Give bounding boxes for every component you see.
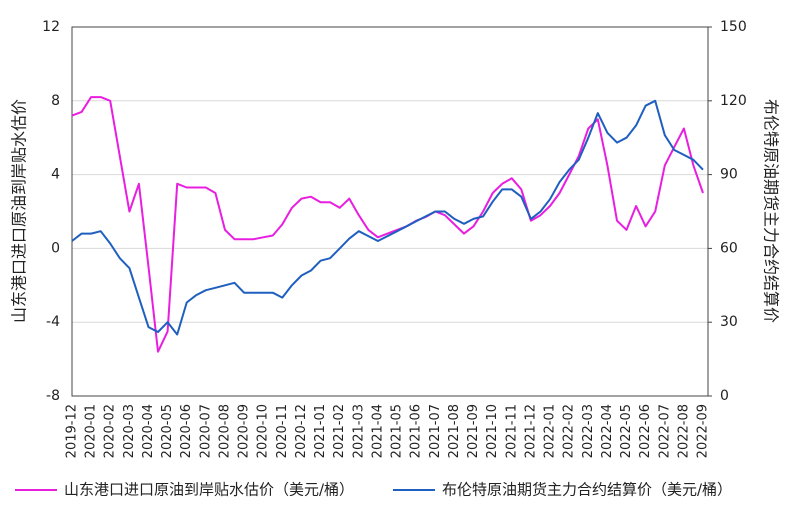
series-line	[71, 96, 704, 353]
series-line	[71, 99, 704, 336]
x-tick-label: 2020-06	[179, 404, 194, 458]
y-axis-label: 山东港口进口原油到岸贴水估价	[10, 99, 29, 323]
y2-tick-label: 90	[720, 167, 738, 183]
plot-frame	[71, 26, 709, 397]
y-tick-label: -4	[46, 314, 60, 330]
y2-tick-label: 120	[720, 93, 747, 109]
x-tick-label: 2021-10	[485, 404, 500, 458]
x-tick-label: 2020-08	[217, 404, 232, 458]
x-tick-label: 2020-05	[160, 404, 175, 458]
legend-label: 山东港口进口原油到岸贴水估价（美元/桶）	[64, 481, 354, 499]
x-tick-label: 2022-02	[562, 404, 577, 458]
x-tick-label: 2021-02	[332, 404, 347, 458]
x-tick-label: 2020-02	[103, 404, 118, 458]
x-tick-label: 2020-07	[198, 404, 213, 458]
y-tick-label: 12	[42, 19, 60, 35]
x-tick-label: 2022-03	[581, 404, 596, 458]
x-tick-label: 2022-05	[619, 404, 634, 458]
x-tick-label: 2021-01	[313, 404, 328, 458]
x-tick-label: 2022-09	[696, 404, 711, 458]
y2-tick-label: 60	[720, 240, 738, 256]
y2-axis-label: 布伦特原油期货主力合约结算价	[762, 99, 781, 323]
x-tick-label: 2019-12	[65, 404, 80, 458]
x-tick-label: 2020-01	[84, 404, 99, 458]
y-tick-label: 8	[51, 93, 60, 109]
x-tick-label: 2022-04	[600, 404, 615, 458]
x-tick-label: 2021-09	[466, 404, 481, 458]
x-tick-label: 2021-07	[428, 404, 443, 458]
x-tick-label: 2020-10	[256, 404, 271, 458]
x-tick-label: 2022-07	[657, 404, 672, 458]
legend-label: 布伦特原油期货主力合约结算价（美元/桶）	[442, 481, 732, 499]
x-tick-label: 2021-05	[390, 404, 405, 458]
x-tick-label: 2021-08	[447, 404, 462, 458]
x-tick-label: 2022-01	[543, 404, 558, 458]
x-tick-label: 2022-06	[638, 404, 653, 458]
x-tick-label: 2020-09	[237, 404, 252, 458]
y-tick-label: 4	[51, 167, 60, 183]
x-tick-label: 2021-11	[504, 404, 519, 458]
y2-tick-label: 0	[720, 388, 729, 404]
x-tick-label: 2020-03	[122, 404, 137, 458]
x-tick-label: 2021-04	[370, 404, 385, 458]
y2-tick-label: 30	[720, 314, 738, 330]
x-tick-label: 2021-03	[351, 404, 366, 458]
x-tick-label: 2020-11	[275, 404, 290, 458]
y-tick-label: -8	[46, 388, 60, 404]
x-tick-label: 2020-12	[294, 404, 309, 458]
y-tick-label: 0	[51, 240, 60, 256]
x-tick-label: 2020-04	[141, 404, 156, 458]
x-tick-label: 2021-06	[409, 404, 424, 458]
x-tick-label: 2021-12	[523, 404, 538, 458]
x-tick-label: 2022-08	[676, 404, 691, 458]
y2-tick-label: 150	[720, 19, 747, 35]
